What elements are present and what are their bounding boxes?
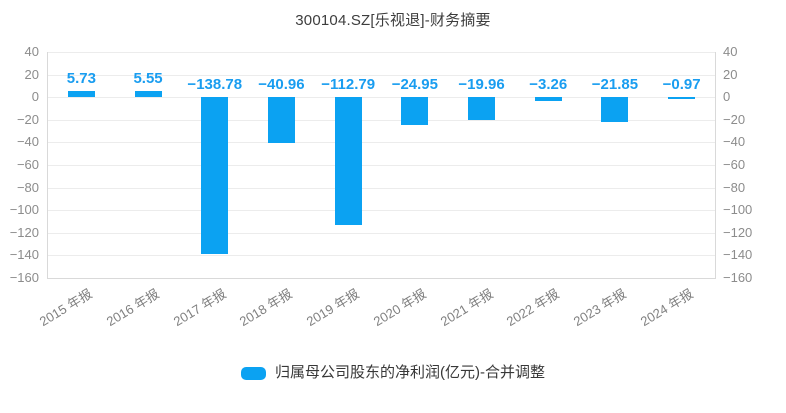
legend-marker [241, 366, 266, 380]
y-tick-label: −160 [9, 270, 39, 285]
y-tick-label: 0 [723, 89, 731, 105]
y-tick-label: 20 [723, 66, 738, 82]
bar-value-label: 5.73 [66, 69, 96, 87]
bar-value-label: −3.26 [529, 76, 568, 94]
y-tick-label: −160 [723, 270, 753, 285]
y-tick-label: −60 [16, 157, 39, 172]
y-tick-label: −20 [723, 111, 746, 127]
bar-value-label: −0.97 [662, 76, 701, 94]
gridline [48, 255, 715, 257]
legend-item-net-profit[interactable]: 归属母公司股东的净利润(亿元)-合并调整 [241, 364, 545, 382]
bar-2017-年报[interactable] [201, 97, 229, 254]
bar-2020-年报[interactable] [401, 97, 429, 126]
y-tick-label: 40 [723, 44, 738, 59]
bar-2022-年报[interactable] [534, 97, 562, 101]
legend: 归属母公司股东的净利润(亿元)-合并调整 [0, 364, 786, 382]
bar-value-label: −19.96 [458, 76, 505, 94]
x-tick-label: 2016 年报 [103, 286, 162, 330]
plot-area: 5.73 5.55 −138.78 −40.96 −112.79 −24.95 −19.96… [47, 52, 716, 279]
bar-value-label: −138.78 [187, 76, 243, 94]
y-tick-label: −20 [16, 111, 39, 127]
y-tick-label: −140 [723, 247, 753, 263]
y-axis-left: 40 20 0 −20 −40 −60 −80 −100 −120 −140 −160 [0, 0, 39, 413]
x-tick-label: 2015 年报 [37, 286, 96, 330]
legend-label: 归属母公司股东的净利润(亿元)-合并调整 [275, 364, 545, 381]
bar-value-label: −24.95 [391, 76, 438, 94]
bar-value-label: −40.96 [258, 76, 305, 94]
y-tick-label: −80 [723, 179, 746, 195]
gridline [48, 119, 715, 121]
y-axis-right: 40 20 0 −20 −40 −60 −80 −100 −120 −140 −160 [723, 0, 783, 413]
bar-value-label: −112.79 [321, 76, 376, 94]
bar-value-label: 5.55 [133, 69, 163, 87]
x-tick-label: 2020 年报 [370, 286, 429, 330]
y-tick-label: 0 [31, 89, 39, 105]
y-tick-label: −100 [9, 202, 39, 218]
bar-2018-年报[interactable] [267, 97, 295, 144]
bar-2023-年报[interactable] [601, 97, 629, 122]
x-tick-label: 2018 年报 [237, 286, 296, 330]
gridline [48, 97, 715, 99]
gridline [48, 165, 715, 166]
bar-2015-年报[interactable] [67, 90, 95, 98]
bar-value-label: −21.85 [591, 76, 639, 94]
y-tick-label: −120 [9, 224, 39, 240]
chart-title: 300104.SZ[乐视退]-财务摘要 [295, 12, 491, 29]
bar-2021-年报[interactable] [468, 97, 496, 120]
bar-2019-年报[interactable] [334, 97, 362, 225]
y-tick-label: −100 [723, 202, 753, 218]
x-tick-label: 2021 年报 [437, 286, 496, 330]
bar-2024-年报[interactable] [668, 97, 696, 99]
gridline [48, 52, 715, 53]
gridline [48, 210, 715, 212]
gridline [48, 187, 715, 189]
gridline [48, 74, 715, 76]
x-tick-label: 2024 年报 [637, 286, 696, 330]
y-tick-label: −120 [723, 224, 753, 240]
y-tick-label: −40 [16, 134, 39, 150]
y-tick-label: 40 [24, 44, 39, 59]
x-tick-label: 2022 年报 [504, 286, 562, 330]
gridline [48, 142, 715, 144]
x-tick-label: 2019 年报 [303, 286, 362, 330]
x-tick-label: 2017 年报 [170, 286, 229, 330]
y-tick-label: −60 [723, 157, 746, 172]
bar-2016-年报[interactable] [134, 90, 162, 98]
y-tick-label: −40 [723, 134, 746, 150]
x-tick-label: 2023 年报 [570, 286, 629, 330]
gridline [48, 232, 715, 234]
y-tick-label: 20 [24, 66, 39, 82]
y-tick-label: −140 [9, 247, 39, 263]
y-tick-label: −80 [16, 179, 39, 195]
